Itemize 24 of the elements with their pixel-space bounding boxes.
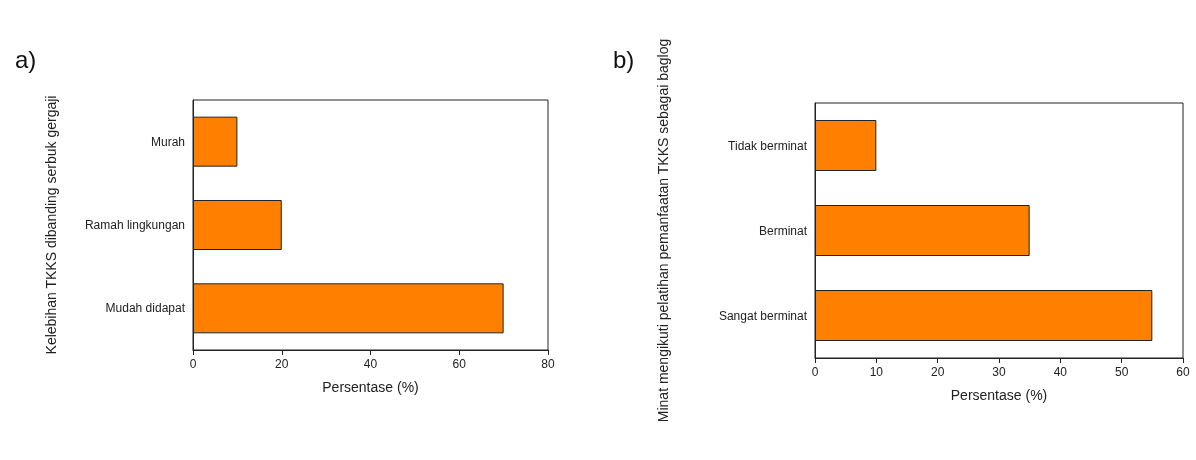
- y-axis-title: Minat mengikuti pelatihan pemanfaatan TKKS sebagai baglog: [655, 38, 671, 423]
- y-tick-label: Sangat berminat: [718, 308, 808, 323]
- x-tick-label: 60: [452, 357, 467, 371]
- y-tick-label: Mudah didapat: [105, 301, 186, 316]
- x-axis-title: Persentase (%): [322, 379, 419, 395]
- y-tick-label: Tidak berminat: [728, 138, 808, 153]
- x-tick-label: 50: [1114, 365, 1129, 379]
- x-tick-label: 20: [275, 357, 289, 371]
- x-tick-label: 80: [541, 357, 555, 371]
- x-tick-label: 0: [811, 365, 819, 379]
- y-tick-label: Murah: [150, 134, 185, 149]
- x-tick-label: 60: [1176, 365, 1190, 379]
- x-tick-label: 10: [869, 365, 884, 379]
- y-axis-title: Kelebihan TKKS dibanding serbuk gergaji: [43, 95, 59, 355]
- x-tick-label: 30: [992, 365, 1006, 379]
- x-tick-label: 40: [1053, 365, 1068, 379]
- x-tick-label: 20: [930, 365, 945, 379]
- chart-title: a): [15, 45, 37, 73]
- chart-title: b): [613, 45, 635, 73]
- y-tick-label: Ramah lingkungan: [84, 218, 185, 232]
- x-tick-label: 0: [189, 357, 197, 371]
- x-tick-label: 40: [363, 357, 378, 371]
- x-axis-title: Persentase (%): [950, 387, 1048, 403]
- y-tick-label: Berminat: [758, 223, 808, 238]
